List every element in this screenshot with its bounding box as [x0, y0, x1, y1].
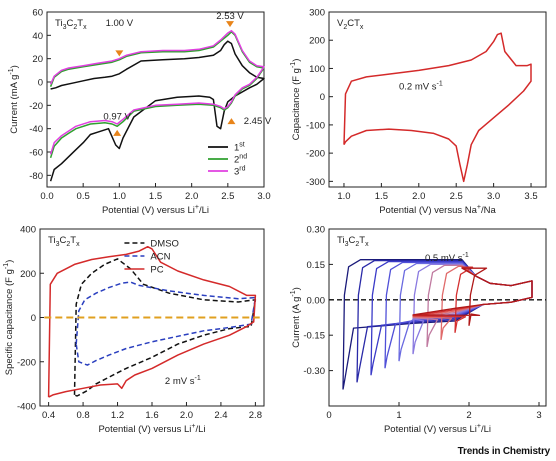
y-tick-label: -200	[17, 357, 36, 368]
x-tick-label: 1.5	[375, 191, 388, 202]
x-tick-label: 1.0	[337, 191, 350, 202]
x-tick-label: 0.0	[40, 191, 53, 202]
x-axis-label: Potential (V) versus Li+/Li	[98, 423, 205, 435]
x-tick-label: 0	[326, 410, 331, 421]
x-tick-label: 1	[396, 410, 401, 421]
y-tick-label: -20	[29, 101, 43, 112]
y-tick-label: -200	[306, 149, 325, 160]
y-tick-label: -60	[29, 148, 43, 159]
legend-label: PC	[150, 265, 163, 276]
y-tick-label: 0.30	[307, 225, 326, 236]
legend-label: 2nd	[234, 154, 247, 166]
y-tick-label: 0	[320, 92, 325, 103]
x-tick-label: 0.5	[77, 191, 90, 202]
scan-rate-label: 2 mV s-1	[165, 375, 201, 387]
cv-curve	[412, 265, 533, 341]
chart-panel-top-right: 1.0 1.5 2.0 2.5 3.0 3.5 300 200 100 0 -100 -200 -300…	[290, 8, 547, 216]
peak-marker-icon	[113, 129, 122, 136]
chart-panel-bottom-left: 0.4 0.8 1.2 1.6 2.0 2.4 2.8 400 200 0 -200 -400 Pote…	[3, 225, 265, 435]
series-line-2nd	[49, 31, 265, 159]
y-axis-label: Current (mA g-1)	[8, 65, 20, 134]
peak-label: 2.53 V	[216, 11, 244, 22]
x-tick-label: 2.0	[185, 191, 198, 202]
x-tick-label: 1.0	[113, 191, 126, 202]
cv-curve	[412, 267, 533, 326]
x-tick-label: 0.8	[76, 410, 89, 421]
legend-label: 1st	[234, 142, 245, 154]
y-tick-label: 0.00	[307, 295, 326, 306]
series-line-acn	[75, 281, 257, 366]
x-tick-label: 2.4	[214, 410, 227, 421]
legend-label: 3rd	[234, 166, 246, 178]
peak-marker-icon	[226, 21, 235, 28]
y-tick-label: 40	[32, 31, 43, 42]
series-line-baseline	[343, 32, 532, 183]
y-tick-label: -300	[306, 177, 325, 188]
series-line-pc	[47, 245, 257, 398]
y-tick-label: 20	[32, 54, 43, 65]
chart-panel-bottom-right: 0 1 2 3 0.30 0.15 0.00 -0.15 -0.30 Potential (V) …	[290, 225, 547, 435]
scan-rate-label: 0.2 mV s-1	[399, 81, 443, 93]
y-tick-label: 0.15	[307, 260, 326, 271]
legend-label: DMSO	[150, 239, 179, 250]
x-tick-label: 3.5	[524, 191, 537, 202]
x-axis-label: Potential (V) versus Li+/Li	[102, 204, 209, 216]
y-tick-label: -80	[29, 171, 43, 182]
y-tick-label: 200	[20, 269, 36, 280]
legend-label: ACN	[150, 252, 170, 263]
journal-watermark: Trends in Chemistry	[457, 446, 551, 457]
chart-panel-top-left: 0.0 0.5 1.0 1.5 2.0 2.5 3.0 60 40 20 0 -20 -40 -60 -80…	[8, 8, 272, 217]
x-tick-label: 1.6	[145, 410, 158, 421]
y-tick-label: -0.30	[303, 366, 325, 377]
x-tick-label: 2.5	[221, 191, 234, 202]
y-tick-label: 60	[32, 8, 43, 19]
y-tick-label: 400	[20, 225, 36, 236]
plot-frame	[328, 11, 547, 188]
y-axis-label: Current (A g-1)	[290, 287, 302, 348]
scan-rate-label: 0.5 mV s-1	[425, 252, 469, 264]
y-axis-label: Specific capacitance (F g-1)	[3, 260, 15, 376]
x-tick-label: 2	[466, 410, 471, 421]
y-tick-label: 200	[309, 36, 325, 47]
material-label: Ti3C2Tx	[55, 18, 87, 31]
y-tick-label: -100	[306, 120, 325, 131]
y-tick-label: -400	[17, 402, 36, 413]
material-label: Ti3C2Tx	[337, 235, 369, 248]
series-line-dmso	[73, 258, 257, 397]
y-tick-label: 0	[31, 313, 36, 324]
y-tick-label: -0.15	[303, 331, 325, 342]
y-tick-label: 100	[309, 64, 325, 75]
x-tick-label: 2.8	[249, 410, 262, 421]
peak-label: 2.45 V	[244, 116, 272, 127]
series-line-3rd	[49, 29, 265, 155]
x-tick-label: 2.5	[450, 191, 463, 202]
peak-marker-icon	[227, 118, 236, 125]
y-tick-label: -40	[29, 124, 43, 135]
x-axis-label: Potential (V) versus Na+/Na	[379, 204, 496, 216]
peak-label: 1.00 V	[106, 18, 134, 29]
x-tick-label: 2.0	[180, 410, 193, 421]
x-tick-label: 3	[536, 410, 541, 421]
y-tick-label: 0	[38, 78, 43, 89]
x-tick-label: 3.0	[487, 191, 500, 202]
x-tick-label: 1.5	[149, 191, 162, 202]
series-line-1st	[49, 40, 265, 182]
x-tick-label: 0.4	[42, 410, 55, 421]
x-tick-label: 3.0	[257, 191, 270, 202]
y-axis-label: Capacitance (F g-1)	[290, 59, 302, 141]
material-label: V2CTx	[337, 18, 364, 31]
x-tick-label: 1.2	[111, 410, 124, 421]
plot-frame	[328, 228, 547, 407]
x-axis-label: Potential (V) versus Li+/Li	[384, 423, 491, 435]
peak-marker-icon	[115, 50, 124, 57]
x-tick-label: 2.0	[412, 191, 425, 202]
y-tick-label: 300	[309, 8, 325, 19]
material-label: Ti3C2Tx	[48, 235, 80, 248]
peak-label: 0.97 V	[103, 111, 131, 122]
